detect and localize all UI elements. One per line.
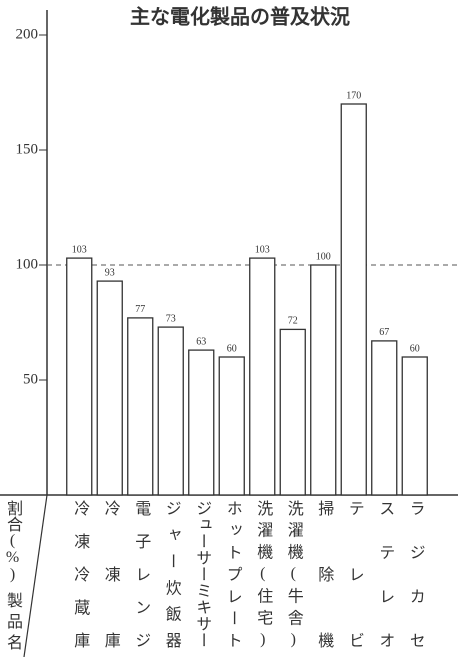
bar <box>127 317 154 496</box>
x-tick-label: 冷凍庫 <box>101 500 119 648</box>
y-tick-label: 200 <box>16 26 39 42</box>
y-tick-label: 150 <box>16 141 39 157</box>
x-tick-label: 掃除機 <box>315 500 333 648</box>
y-axis-label: 割合(%) <box>4 500 21 583</box>
value-label: 67 <box>379 327 389 338</box>
x-tick-label: 洗濯機(住宅) <box>254 500 272 648</box>
y-tick-label: 100 <box>16 256 39 272</box>
bar <box>401 356 428 496</box>
x-tick-label: ジャー炊飯器 <box>162 500 180 648</box>
value-label: 77 <box>135 304 145 315</box>
x-tick-label: ステレオ <box>376 500 394 648</box>
x-tick-label: 洗濯機(牛舎) <box>284 500 302 648</box>
divider <box>23 494 48 657</box>
value-label: 73 <box>166 313 176 324</box>
bar <box>218 356 245 496</box>
x-tick-label: ラジカセ <box>406 500 424 648</box>
x-tick-label: ホットプレート <box>223 500 241 648</box>
bar <box>340 103 367 496</box>
x-tick-label: テレビ <box>345 500 363 648</box>
bar <box>188 349 215 496</box>
y-tick-label: 50 <box>23 371 38 387</box>
x-tick-label: 電子レンジ <box>132 500 150 648</box>
value-label: 93 <box>105 267 115 278</box>
value-label: 103 <box>255 244 270 255</box>
value-label: 103 <box>72 244 87 255</box>
bar <box>157 326 184 496</box>
bar <box>371 340 398 496</box>
bar <box>279 328 306 496</box>
value-label: 60 <box>227 343 237 354</box>
chart-title: 主な電化製品の普及状況 <box>130 5 350 29</box>
bar <box>310 264 337 496</box>
x-axis-label: 製品名 <box>4 592 21 650</box>
value-label: 60 <box>410 343 420 354</box>
value-label: 63 <box>196 336 206 347</box>
bar <box>249 257 276 496</box>
x-tick-label: ジューサーミキサー <box>193 500 211 648</box>
value-label: 170 <box>346 90 361 101</box>
bar <box>66 257 93 496</box>
x-tick-label: 冷凍冷蔵庫 <box>71 500 89 648</box>
bar <box>96 280 123 496</box>
value-label: 100 <box>316 251 331 262</box>
value-label: 72 <box>288 316 298 327</box>
